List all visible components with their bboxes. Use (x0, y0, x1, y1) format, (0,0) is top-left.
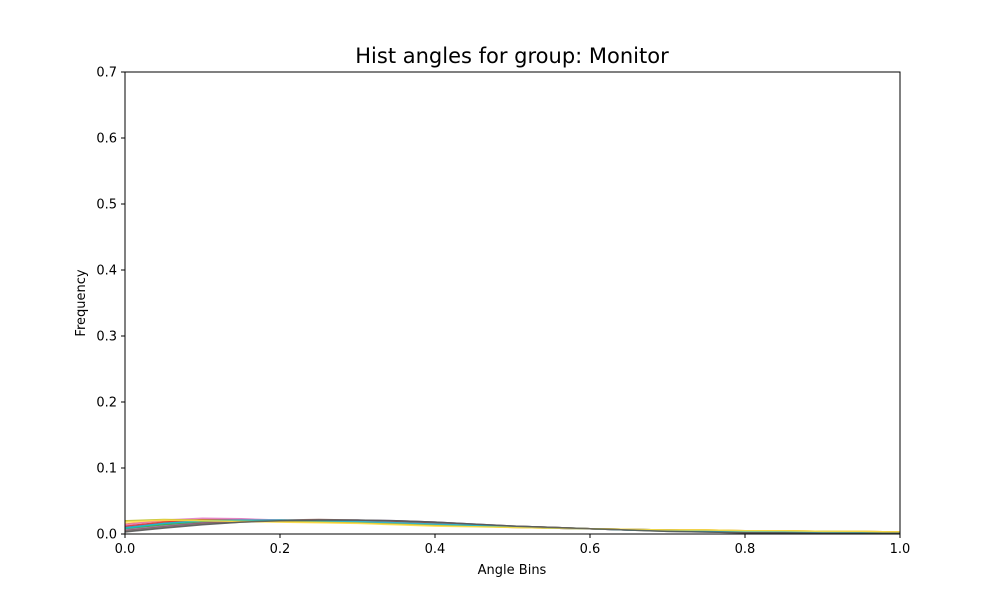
y-tick-label: 0.1 (96, 462, 117, 477)
y-tick-label: 0.7 (96, 66, 117, 81)
x-tick-label: 0.6 (580, 542, 601, 557)
x-tick-label: 0.8 (735, 542, 756, 557)
x-axis: 0.0 0.2 0.4 0.6 0.8 1.0 (115, 534, 911, 557)
y-axis-label: Frequency (74, 269, 89, 336)
series-line-12 (124, 519, 900, 535)
y-tick-label: 0.3 (96, 330, 117, 345)
x-axis-label: Angle Bins (478, 563, 547, 578)
y-tick-label: 0.2 (96, 396, 117, 411)
x-tick-label: 0.4 (425, 542, 446, 557)
x-tick-label: 0.0 (115, 542, 136, 557)
plot-background (125, 72, 900, 534)
chart-title: Hist angles for group: Monitor (355, 44, 669, 68)
x-tick-label: 1.0 (890, 542, 911, 557)
y-tick-label: 0.5 (96, 198, 117, 213)
plot-frame (124, 71, 901, 535)
y-tick-label: 0.0 (96, 528, 117, 543)
y-axis: 0.0 0.1 0.2 0.3 0.4 0.5 0.6 0.7 (96, 66, 125, 543)
x-tick-label: 0.2 (270, 542, 291, 557)
y-tick-label: 0.4 (96, 264, 117, 279)
series-layer (124, 517, 901, 535)
y-tick-label: 0.6 (96, 132, 117, 147)
plot-area (124, 71, 901, 535)
